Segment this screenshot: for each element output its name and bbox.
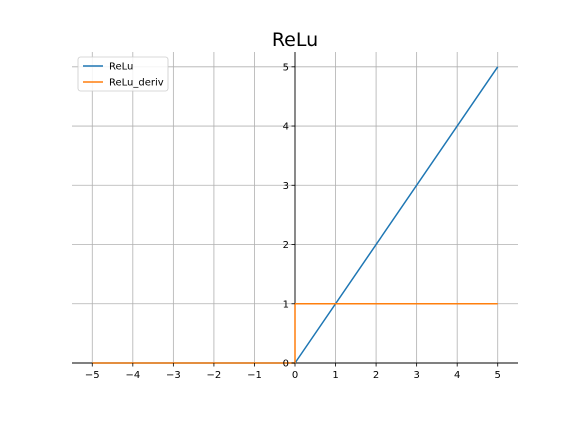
x-tick-label: −4	[125, 370, 140, 381]
legend-label: ReLu_deriv	[109, 78, 164, 89]
x-tick-label: 4	[454, 370, 460, 381]
x-tick-label: −5	[85, 370, 100, 381]
y-tick-label: 5	[283, 62, 289, 73]
chart-title: ReLu	[272, 29, 318, 51]
x-tick-label: −1	[247, 370, 262, 381]
x-tick-label: 1	[332, 370, 338, 381]
x-tick-label: 3	[413, 370, 419, 381]
x-tick-label: 2	[373, 370, 379, 381]
legend: ReLu ReLu_deriv	[77, 56, 169, 92]
x-tick-label: 0	[292, 370, 298, 381]
legend-label: ReLu	[109, 62, 133, 73]
y-tick-label: 4	[283, 122, 289, 133]
x-tick-label: 5	[495, 370, 501, 381]
x-tick-label: −2	[207, 370, 222, 381]
y-tick-label: 0	[283, 359, 289, 370]
y-tick-label: 3	[283, 181, 289, 192]
axis-ticks: −5 −4 −3 −2 −1 0 1 2 3 4 5 0 1 2 3 4 5	[85, 62, 501, 381]
y-tick-label: 1	[283, 299, 289, 310]
y-tick-label: 2	[283, 240, 289, 251]
x-tick-label: −3	[166, 370, 181, 381]
series-line-relu-deriv	[92, 303, 498, 364]
